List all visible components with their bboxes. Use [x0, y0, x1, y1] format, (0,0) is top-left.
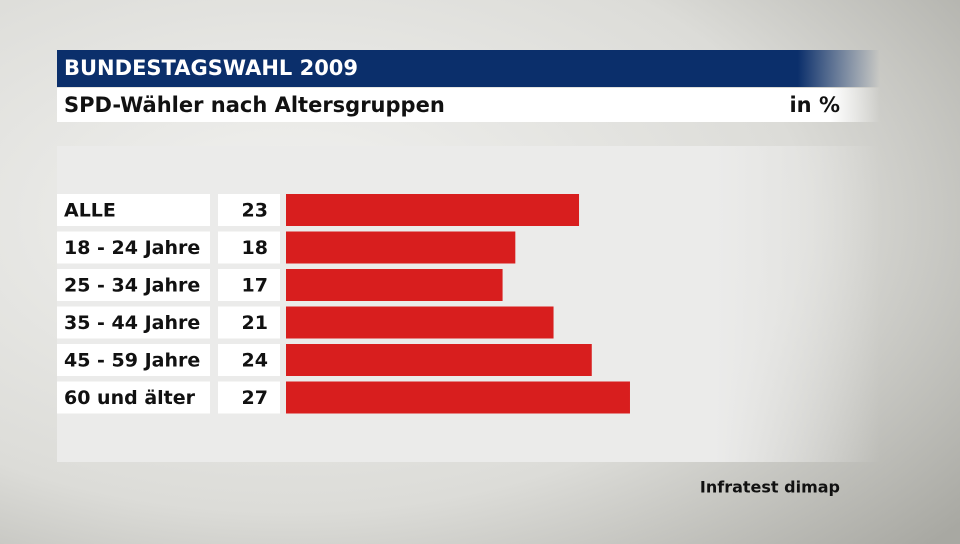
value-box: [218, 194, 280, 226]
value-label: 17: [242, 275, 268, 297]
value-box: [218, 306, 280, 339]
category-label: 35 - 44 Jahre: [64, 312, 200, 334]
label-box: [57, 231, 210, 264]
bar: [286, 231, 516, 264]
value-label: 23: [242, 200, 268, 222]
category-label: 60 und älter: [64, 387, 196, 409]
category-label: 18 - 24 Jahre: [64, 237, 200, 259]
chart-subtitle: SPD-Wähler nach Altersgruppen: [64, 93, 445, 117]
bar: [286, 306, 554, 339]
label-box: [57, 306, 210, 339]
label-box: [57, 344, 210, 376]
value-label: 24: [242, 350, 268, 372]
value-label: 21: [242, 312, 268, 334]
value-label: 18: [242, 237, 268, 259]
source: Infratest dimap: [700, 478, 840, 497]
value-box: [218, 381, 280, 414]
value-box: [218, 231, 280, 264]
value-box: [218, 269, 280, 301]
category-label: 45 - 59 Jahre: [64, 350, 200, 372]
unit-label: in %: [789, 93, 840, 117]
subtitle-bar: [57, 88, 880, 122]
chart-panel: [57, 146, 880, 462]
chart-title: BUNDESTAGSWAHL 2009: [64, 56, 358, 80]
bar: [286, 269, 503, 301]
bar: [286, 344, 592, 376]
value-box: [218, 344, 280, 376]
bar: [286, 194, 580, 226]
label-box: [57, 269, 210, 301]
category-label: ALLE: [64, 200, 116, 222]
bar: [286, 381, 630, 414]
title-bar: [57, 50, 880, 87]
label-box: [57, 381, 210, 414]
category-label: 25 - 34 Jahre: [64, 275, 200, 297]
label-box: [57, 194, 210, 226]
value-label: 27: [242, 387, 268, 409]
